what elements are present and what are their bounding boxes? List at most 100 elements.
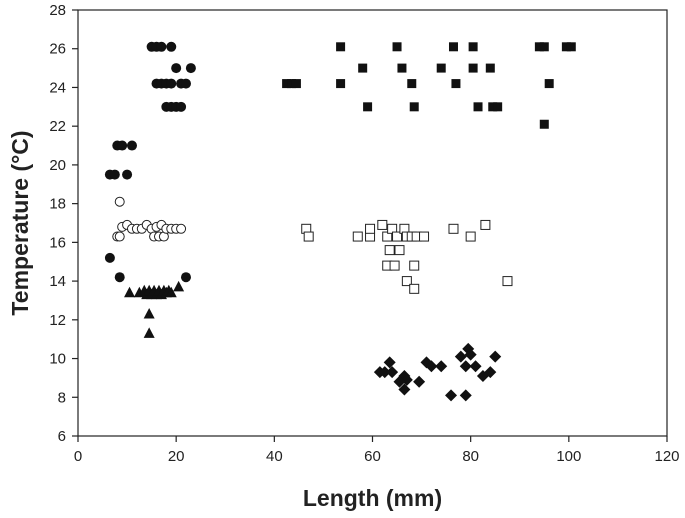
x-tick-label: 100 <box>556 448 581 465</box>
data-point-square-filled <box>291 79 301 89</box>
data-point-triangle-filled <box>143 327 155 338</box>
series-circle-filled <box>104 41 196 283</box>
data-point-square-open <box>409 260 420 271</box>
data-point-diamond-filled <box>378 366 391 379</box>
data-point-circle-filled <box>166 41 177 52</box>
data-point-square-filled <box>561 42 571 52</box>
data-point-square-open <box>384 245 395 256</box>
series-circle-open <box>112 196 187 242</box>
data-point-square-filled <box>287 79 297 89</box>
data-point-diamond-filled <box>454 350 467 363</box>
y-tick-label: 12 <box>49 312 66 329</box>
data-point-square-open <box>480 219 491 230</box>
data-point-diamond-filled <box>425 360 438 373</box>
data-point-diamond-filled <box>489 350 502 363</box>
data-point-diamond-filled <box>469 360 482 373</box>
data-point-circle-filled <box>109 169 120 180</box>
data-point-circle-filled <box>180 78 191 89</box>
data-point-square-filled <box>468 42 478 52</box>
y-axis-label: Temperature (°C) <box>7 130 33 315</box>
data-point-diamond-filled <box>459 360 472 373</box>
data-point-square-open <box>377 219 388 230</box>
x-tick-label: 40 <box>266 448 283 465</box>
y-tick-label: 26 <box>49 41 66 58</box>
data-point-square-filled <box>544 79 554 89</box>
y-tick-label: 14 <box>49 273 66 290</box>
x-axis-label: Length (mm) <box>303 485 442 511</box>
data-point-square-filled <box>566 42 576 52</box>
data-point-square-open <box>465 231 476 242</box>
plot-frame <box>77 9 668 437</box>
x-tick-label: 120 <box>654 448 679 465</box>
x-tick-label: 0 <box>74 448 82 465</box>
data-point-square-filled <box>363 102 373 112</box>
data-point-diamond-filled <box>464 348 477 361</box>
data-point-triangle-filled <box>173 280 185 292</box>
data-point-circle-filled <box>104 252 115 263</box>
data-point-square-filled <box>436 63 446 73</box>
data-point-circle-filled <box>122 169 133 180</box>
data-point-square-filled <box>468 63 478 73</box>
series-triangle-filled <box>124 280 185 338</box>
data-point-circle-open <box>176 223 187 234</box>
y-tick-label: 20 <box>49 157 66 174</box>
data-point-circle-open <box>114 196 125 207</box>
data-point-circle-filled <box>156 41 167 52</box>
data-point-square-filled <box>488 102 498 112</box>
data-point-circle-filled <box>176 101 187 112</box>
y-tick-label: 8 <box>58 389 66 406</box>
data-point-diamond-filled <box>386 366 399 379</box>
data-point-circle-filled <box>126 140 137 151</box>
data-point-square-open <box>502 276 513 287</box>
data-point-square-filled <box>485 63 495 73</box>
data-point-square-filled <box>407 79 417 89</box>
data-point-diamond-filled <box>393 375 406 388</box>
data-point-square-open <box>352 231 363 242</box>
data-point-square-open <box>303 231 314 242</box>
data-point-diamond-filled <box>383 356 396 369</box>
data-point-circle-filled <box>185 63 196 74</box>
data-point-square-filled <box>473 102 483 112</box>
data-point-circle-filled <box>117 140 128 151</box>
y-tick-label: 16 <box>49 234 66 251</box>
y-tick-label: 10 <box>49 351 66 368</box>
data-point-square-filled <box>534 42 544 52</box>
data-point-square-filled <box>409 102 419 112</box>
data-point-circle-open <box>114 231 125 242</box>
data-point-square-filled <box>397 63 407 73</box>
data-point-diamond-filled <box>459 389 472 402</box>
data-point-square-filled <box>336 42 346 52</box>
x-axis: 0 20 40 60 80 100 120 <box>74 436 680 465</box>
y-tick-label: 22 <box>49 118 66 135</box>
series-square-filled <box>282 42 576 129</box>
y-tick-label: 28 <box>49 2 66 19</box>
y-tick-label: 6 <box>58 428 66 445</box>
data-point-circle-filled <box>180 272 191 283</box>
data-point-diamond-filled <box>413 375 426 388</box>
y-tick-label: 24 <box>49 79 66 96</box>
data-point-square-open <box>389 260 400 271</box>
data-point-triangle-filled <box>143 308 155 319</box>
data-point-square-filled <box>448 42 458 52</box>
data-point-circle-filled <box>171 63 182 74</box>
data-point-circle-filled <box>114 272 125 283</box>
data-point-square-filled <box>539 42 549 52</box>
data-point-square-open <box>401 276 412 287</box>
data-point-square-filled <box>358 63 368 73</box>
data-point-square-open <box>419 231 430 242</box>
y-tick-label: 18 <box>49 196 66 213</box>
x-tick-label: 60 <box>364 448 381 465</box>
data-point-triangle-filled <box>124 286 136 298</box>
data-point-square-filled <box>392 42 402 52</box>
y-axis: 6 8 10 12 14 16 18 20 22 24 26 28 <box>49 2 78 445</box>
data-point-diamond-filled <box>435 360 448 373</box>
data-point-square-open <box>394 245 405 256</box>
data-point-triangle-filled <box>165 286 177 298</box>
x-tick-label: 80 <box>462 448 479 465</box>
data-point-square-filled <box>451 79 461 89</box>
data-point-square-filled <box>282 79 292 89</box>
data-point-diamond-filled <box>445 389 458 402</box>
x-tick-label: 20 <box>168 448 185 465</box>
data-point-square-open <box>409 283 420 294</box>
